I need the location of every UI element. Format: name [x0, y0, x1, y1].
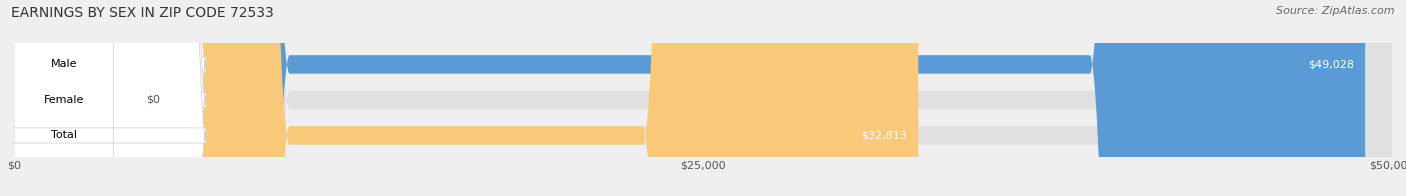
FancyBboxPatch shape	[14, 0, 1392, 196]
FancyBboxPatch shape	[14, 0, 918, 196]
FancyBboxPatch shape	[0, 0, 207, 196]
Text: Male: Male	[51, 59, 77, 69]
Text: Female: Female	[44, 95, 84, 105]
Text: $32,813: $32,813	[862, 131, 907, 141]
Text: EARNINGS BY SEX IN ZIP CODE 72533: EARNINGS BY SEX IN ZIP CODE 72533	[11, 6, 274, 20]
FancyBboxPatch shape	[14, 0, 1392, 196]
Text: $49,028: $49,028	[1308, 59, 1354, 69]
Text: $0: $0	[146, 95, 160, 105]
FancyBboxPatch shape	[0, 0, 207, 196]
Text: Total: Total	[51, 131, 77, 141]
FancyBboxPatch shape	[14, 0, 1365, 196]
FancyBboxPatch shape	[0, 0, 207, 196]
FancyBboxPatch shape	[14, 0, 1392, 196]
Text: Source: ZipAtlas.com: Source: ZipAtlas.com	[1277, 6, 1395, 16]
